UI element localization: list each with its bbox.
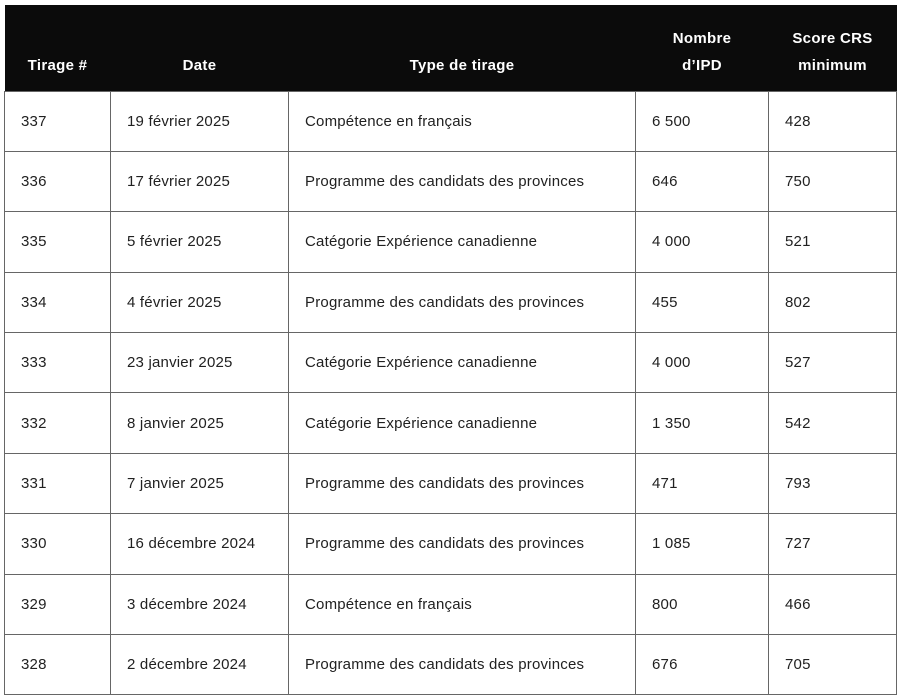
date-cell: 7 janvier 2025 bbox=[110, 452, 289, 515]
itas-cell: 1 350 bbox=[635, 392, 769, 454]
table-row: 329 3 décembre 2024 Compétence en français… bbox=[4, 573, 897, 636]
draw-type-cell: Catégorie Expérience canadienne bbox=[288, 392, 636, 454]
table-row: 328 2 décembre 2024 Programme des candidat… bbox=[4, 634, 897, 696]
table-row: 335 5 février 2025 Catégorie Expérience ca… bbox=[4, 211, 897, 273]
draw-type-cell: Programme des candidats des provinces bbox=[288, 271, 636, 334]
crs-min-cell: 802 bbox=[768, 271, 897, 334]
table-body: 337 19 février 2025 Compétence en français… bbox=[4, 90, 897, 696]
itas-cell: 455 bbox=[635, 271, 769, 334]
date-cell: 2 décembre 2024 bbox=[110, 634, 289, 696]
draw-type-cell: Programme des candidats des provinces bbox=[288, 452, 636, 515]
crs-min-cell: 750 bbox=[768, 150, 897, 213]
draw-number-cell: 328 bbox=[4, 634, 111, 696]
crs-min-cell: 542 bbox=[768, 392, 897, 454]
date-cell: 23 janvier 2025 bbox=[110, 332, 289, 394]
crs-min-cell: 727 bbox=[768, 513, 897, 575]
table-row: 336 17 février 2025 Programme des candidat… bbox=[4, 150, 897, 213]
column-header-date: Date bbox=[110, 5, 289, 91]
table-row: 332 8 janvier 2025 Catégorie Expérience ca… bbox=[4, 392, 897, 454]
table-row: 331 7 janvier 2025 Programme des candidats… bbox=[4, 452, 897, 515]
draw-number-cell: 329 bbox=[4, 573, 111, 636]
itas-cell: 4 000 bbox=[635, 332, 769, 394]
itas-cell: 1 085 bbox=[635, 513, 769, 575]
itas-cell: 800 bbox=[635, 573, 769, 636]
draw-number-cell: 337 bbox=[4, 90, 111, 152]
crs-min-cell: 705 bbox=[768, 634, 897, 696]
draw-type-cell: Catégorie Expérience canadienne bbox=[288, 332, 636, 394]
draw-number-cell: 334 bbox=[4, 271, 111, 334]
column-header-itas: Nombre d’IPD bbox=[635, 5, 769, 91]
draw-number-cell: 333 bbox=[4, 332, 111, 394]
date-cell: 5 février 2025 bbox=[110, 211, 289, 273]
date-cell: 17 février 2025 bbox=[110, 150, 289, 213]
table-header: Tirage # Date Type de tirage Nombre d’IP… bbox=[4, 5, 897, 91]
draw-number-cell: 335 bbox=[4, 211, 111, 273]
date-cell: 8 janvier 2025 bbox=[110, 392, 289, 454]
itas-cell: 646 bbox=[635, 150, 769, 213]
itas-cell: 4 000 bbox=[635, 211, 769, 273]
crs-min-cell: 527 bbox=[768, 332, 897, 394]
column-header-crs-min: Score CRS minimum bbox=[768, 5, 897, 91]
header-row: Tirage # Date Type de tirage Nombre d’IP… bbox=[4, 5, 897, 91]
table-row: 337 19 février 2025 Compétence en français… bbox=[4, 90, 897, 152]
date-cell: 16 décembre 2024 bbox=[110, 513, 289, 575]
crs-min-cell: 428 bbox=[768, 90, 897, 152]
draw-type-cell: Programme des candidats des provinces bbox=[288, 634, 636, 696]
draw-type-cell: Compétence en français bbox=[288, 573, 636, 636]
date-cell: 3 décembre 2024 bbox=[110, 573, 289, 636]
draw-type-cell: Catégorie Expérience canadienne bbox=[288, 211, 636, 273]
date-cell: 19 février 2025 bbox=[110, 90, 289, 152]
draw-number-cell: 332 bbox=[4, 392, 111, 454]
itas-cell: 6 500 bbox=[635, 90, 769, 152]
table-row: 334 4 février 2025 Programme des candidats… bbox=[4, 271, 897, 334]
express-entry-draws-table: Tirage # Date Type de tirage Nombre d’IP… bbox=[4, 5, 897, 696]
table-row: 333 23 janvier 2025 Catégorie Expérience c… bbox=[4, 332, 897, 394]
column-header-draw-number: Tirage # bbox=[4, 5, 111, 91]
itas-cell: 471 bbox=[635, 452, 769, 515]
draw-type-cell: Programme des candidats des provinces bbox=[288, 513, 636, 575]
crs-min-cell: 521 bbox=[768, 211, 897, 273]
crs-min-cell: 466 bbox=[768, 573, 897, 636]
draw-type-cell: Programme des candidats des provinces bbox=[288, 150, 636, 213]
column-header-draw-type: Type de tirage bbox=[288, 5, 636, 91]
crs-min-cell: 793 bbox=[768, 452, 897, 515]
draw-number-cell: 330 bbox=[4, 513, 111, 575]
itas-cell: 676 bbox=[635, 634, 769, 696]
draw-number-cell: 331 bbox=[4, 452, 111, 515]
draw-type-cell: Compétence en français bbox=[288, 90, 636, 152]
date-cell: 4 février 2025 bbox=[110, 271, 289, 334]
draw-number-cell: 336 bbox=[4, 150, 111, 213]
table-row: 330 16 décembre 2024 Programme des candida… bbox=[4, 513, 897, 575]
